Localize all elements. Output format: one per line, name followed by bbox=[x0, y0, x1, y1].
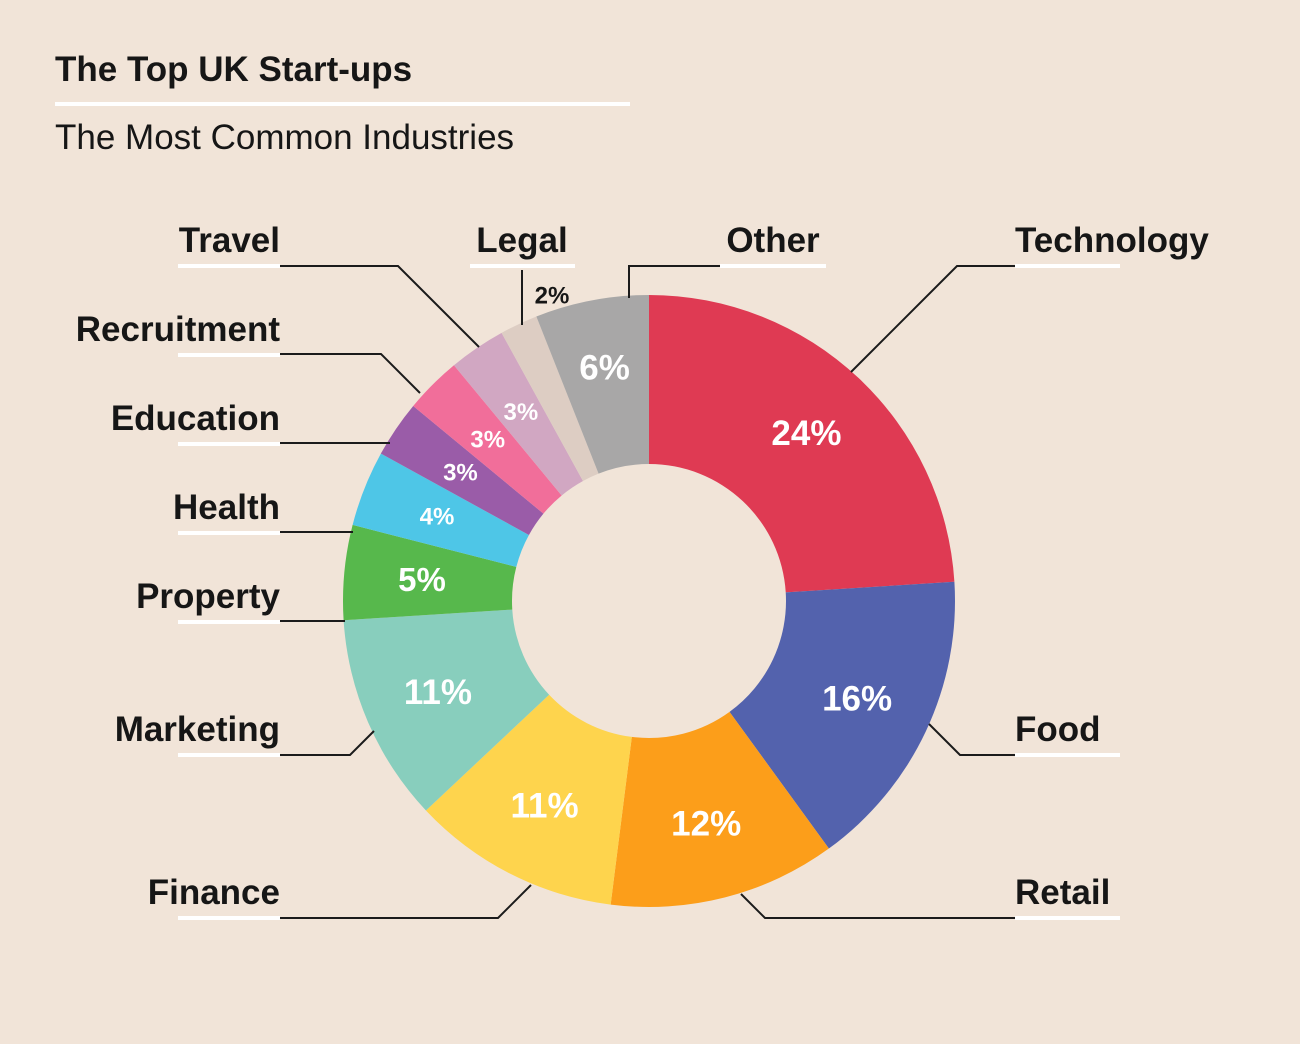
leader-line-travel bbox=[280, 265, 480, 348]
category-label-other: Other bbox=[726, 221, 820, 260]
leader-line-other bbox=[628, 265, 720, 298]
leader-line-technology bbox=[850, 265, 1015, 373]
value-labels-layer: 24%16%12%11%11%5%4%3%3%3%2%6% bbox=[398, 283, 892, 844]
value-label-property: 5% bbox=[398, 561, 446, 598]
value-label-education: 3% bbox=[443, 459, 478, 486]
category-label-finance: Finance bbox=[148, 873, 280, 912]
category-label-health: Health bbox=[173, 488, 280, 527]
category-label-retail: Retail bbox=[1015, 873, 1110, 912]
slice-health bbox=[352, 453, 529, 567]
slice-marketing bbox=[343, 609, 550, 811]
slices-layer bbox=[343, 295, 955, 907]
leader-line-finance bbox=[280, 884, 532, 919]
leader-lines-layer bbox=[280, 265, 1015, 919]
slice-travel bbox=[453, 332, 583, 496]
leader-line-retail bbox=[740, 893, 1015, 919]
value-label-technology: 24% bbox=[771, 414, 841, 453]
slice-legal bbox=[501, 316, 599, 481]
value-label-finance: 11% bbox=[511, 786, 579, 825]
category-label-recruitment: Recruitment bbox=[76, 310, 281, 349]
category-label-travel: Travel bbox=[179, 221, 280, 260]
value-label-travel: 3% bbox=[504, 399, 539, 426]
value-label-recruitment: 3% bbox=[470, 426, 505, 453]
slice-property bbox=[343, 524, 517, 621]
slice-education bbox=[380, 405, 544, 535]
category-label-technology: Technology bbox=[1015, 221, 1209, 260]
chart-header: The Top UK Start-ups The Most Common Ind… bbox=[55, 48, 630, 160]
slice-food bbox=[729, 581, 955, 849]
slice-other bbox=[536, 295, 649, 474]
category-label-marketing: Marketing bbox=[115, 710, 280, 749]
category-labels-layer: Technology Food Retail Finance Marketing Prop… bbox=[76, 221, 1209, 920]
category-label-property: Property bbox=[136, 577, 280, 616]
value-label-legal: 2% bbox=[535, 283, 570, 310]
category-label-food: Food bbox=[1015, 710, 1101, 749]
category-label-legal: Legal bbox=[476, 221, 567, 260]
value-label-food: 16% bbox=[822, 679, 892, 718]
slice-retail bbox=[610, 711, 829, 907]
slice-finance bbox=[425, 694, 632, 905]
value-label-marketing: 11% bbox=[404, 673, 472, 712]
chart-title: The Top UK Start-ups bbox=[55, 48, 630, 106]
value-label-health: 4% bbox=[420, 504, 455, 531]
value-label-other: 6% bbox=[579, 349, 630, 388]
category-label-education: Education bbox=[111, 399, 280, 438]
leader-line-recruitment bbox=[280, 353, 421, 394]
slice-technology bbox=[649, 295, 955, 593]
value-label-retail: 12% bbox=[671, 804, 741, 843]
leader-line-food bbox=[928, 723, 1015, 756]
chart-subtitle: The Most Common Industries bbox=[55, 118, 515, 157]
leader-line-marketing bbox=[280, 730, 375, 756]
slice-recruitment bbox=[413, 365, 562, 514]
